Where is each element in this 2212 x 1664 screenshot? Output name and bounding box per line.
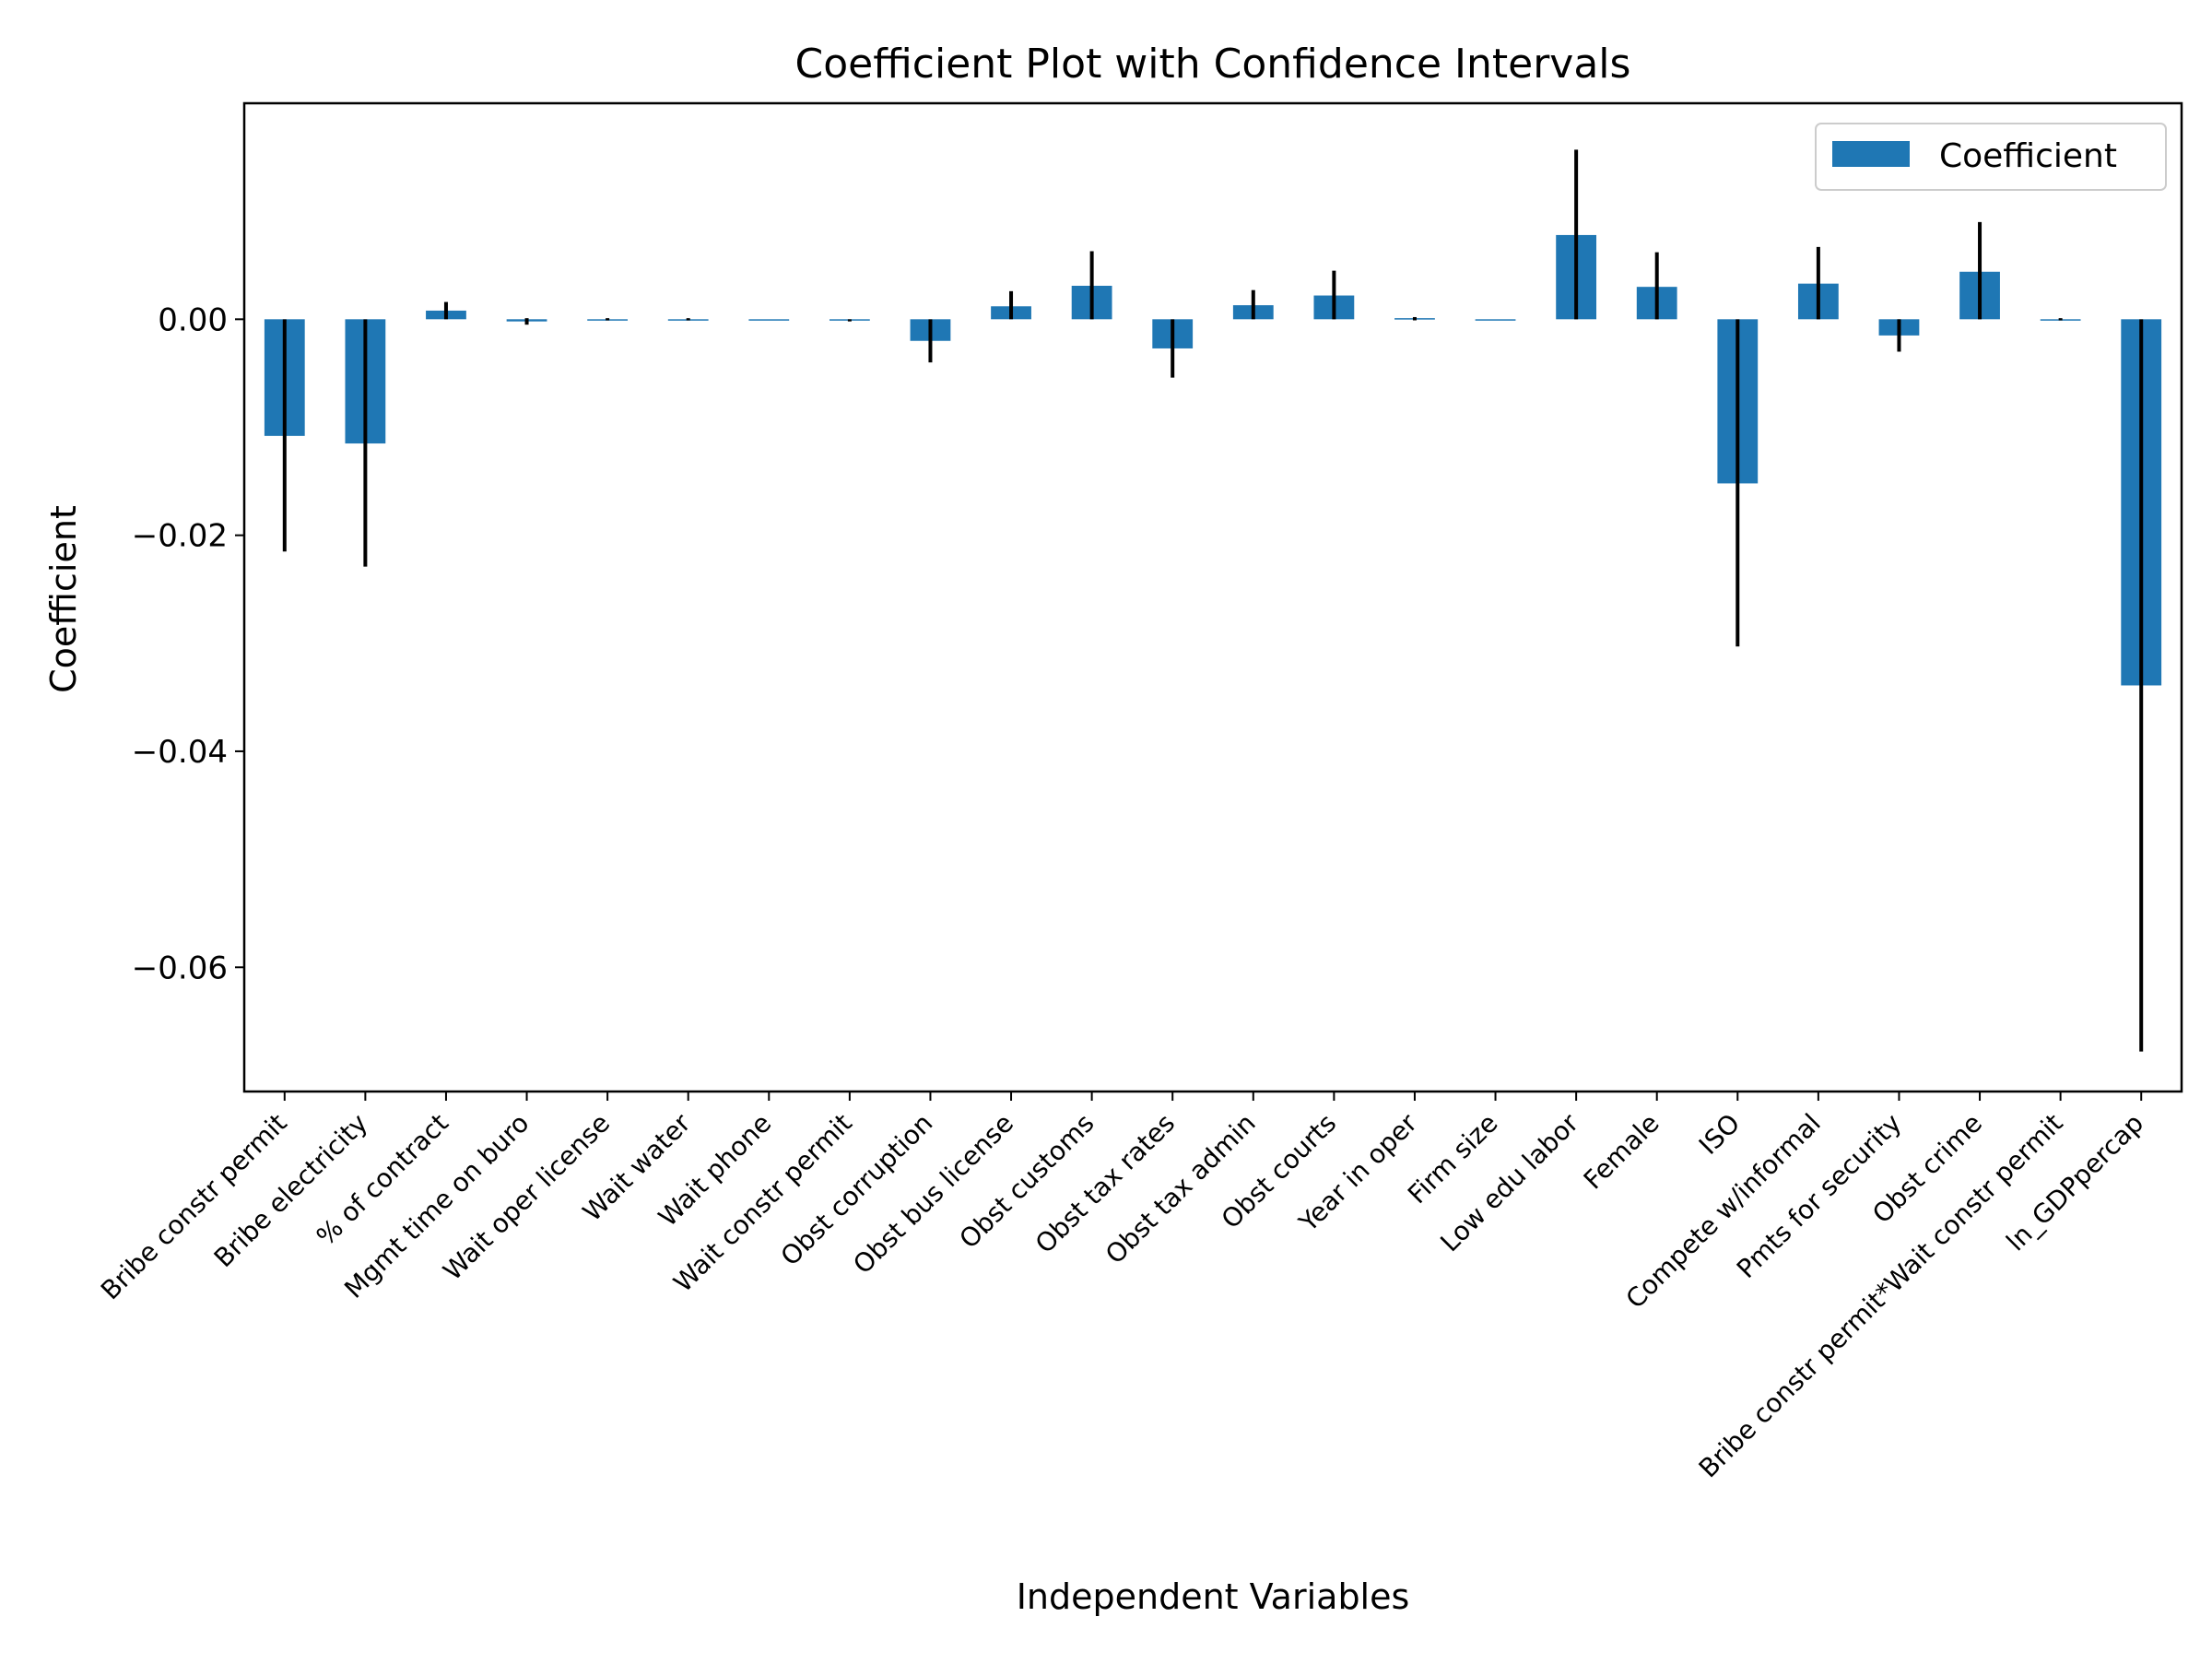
x-tick-label-23: ln_GDPpercap (2000, 1108, 2149, 1257)
legend-swatch (1832, 141, 1910, 167)
bar-15 (1475, 319, 1516, 321)
legend-label: Coefficient (1939, 137, 2117, 175)
x-axis-label: Independent Variables (1017, 1576, 1410, 1617)
y-tick-label-2: −0.04 (132, 734, 228, 771)
plot-frame (242, 101, 2183, 1093)
y-tick-label-0: 0.00 (158, 301, 228, 338)
x-tick-label-17: Female (1578, 1108, 1665, 1196)
y-axis-label: Coefficient (43, 505, 84, 693)
x-tick-label-12: Obst tax admin (1100, 1108, 1262, 1270)
y-tick-label-3: −0.06 (132, 950, 228, 986)
x-tick-label-16: Low edu labor (1434, 1107, 1584, 1257)
bar-6 (748, 319, 790, 321)
x-tick-label-8: Obst corruption (775, 1108, 939, 1272)
chart-title: Coefficient Plot with Confidence Interva… (795, 41, 1631, 88)
y-tick-label-1: −0.02 (132, 518, 228, 555)
x-tick-label-18: ISO (1693, 1108, 1746, 1161)
legend-frame (1815, 123, 2167, 191)
x-tick-label-11: Obst tax rates (1030, 1108, 1181, 1259)
legend: Coefficient (1815, 123, 2167, 191)
